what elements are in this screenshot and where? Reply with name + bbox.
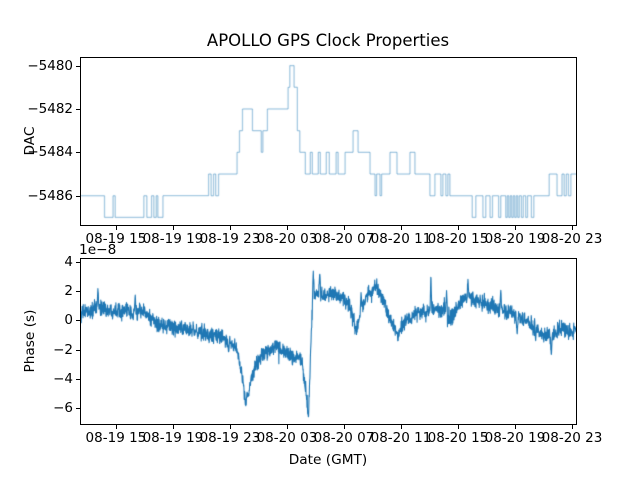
y-tick-label: 2 [64, 283, 73, 300]
x-tick-label: 08-20 15 [427, 430, 489, 446]
x-tick-label: 08-20 11 [370, 231, 432, 247]
y-tick-mark [76, 408, 80, 410]
x-tick-mark [343, 226, 345, 230]
x-tick-mark [115, 425, 117, 429]
x-tick-mark [286, 425, 288, 429]
x-tick-mark [343, 425, 345, 429]
x-tick-label: 08-19 23 [199, 430, 261, 446]
x-tick-mark [400, 425, 402, 429]
x-tick-mark [229, 226, 231, 230]
x-tick-label: 08-19 19 [142, 430, 204, 446]
x-tick-label: 08-20 07 [313, 231, 375, 247]
x-tick-mark [514, 425, 516, 429]
x-tick-mark [457, 425, 459, 429]
y-tick-label: −5486 [27, 187, 73, 204]
phase-axes [80, 258, 577, 425]
y-tick-label: −5480 [27, 57, 73, 74]
y-tick-label: −5484 [27, 144, 73, 161]
dac-axes [80, 57, 577, 226]
y-tick-mark [76, 320, 80, 322]
x-tick-label: 08-19 19 [142, 231, 204, 247]
phase-offset-text: 1e−8 [79, 242, 117, 258]
chart-title: APOLLO GPS Clock Properties [206, 31, 450, 50]
x-tick-label: 08-20 23 [541, 231, 603, 247]
y-tick-label: −2 [53, 341, 73, 358]
x-tick-mark [514, 226, 516, 230]
x-tick-label: 08-20 03 [256, 430, 318, 446]
y-tick-label: −4 [53, 370, 73, 387]
x-tick-mark [457, 226, 459, 230]
x-tick-label: 08-20 19 [484, 430, 546, 446]
x-tick-mark [229, 425, 231, 429]
y-tick-mark [76, 261, 80, 263]
dac-plot-canvas [81, 58, 576, 225]
x-tick-label: 08-19 23 [199, 231, 261, 247]
x-tick-label: 08-19 15 [85, 231, 147, 247]
y-tick-mark [76, 291, 80, 293]
x-tick-mark [172, 425, 174, 429]
x-tick-mark [572, 425, 573, 429]
y-tick-label: −5482 [27, 100, 73, 117]
y-tick-mark [76, 195, 80, 197]
y-tick-mark [76, 65, 80, 67]
y-tick-label: 4 [64, 253, 73, 270]
x-tick-mark [400, 226, 402, 230]
y-tick-mark [76, 349, 80, 351]
x-tick-mark [572, 226, 573, 230]
x-tick-label: 08-20 15 [427, 231, 489, 247]
y-tick-mark [76, 108, 80, 110]
phase-y-axis-label: Phase (s) [22, 309, 38, 373]
x-tick-mark [286, 226, 288, 230]
y-tick-mark [76, 152, 80, 154]
x-tick-mark [115, 226, 117, 230]
x-tick-label: 08-20 03 [256, 231, 318, 247]
phase-plot-canvas [81, 259, 576, 424]
x-tick-label: 08-20 07 [313, 430, 375, 446]
x-tick-mark [172, 226, 174, 230]
y-tick-mark [76, 378, 80, 380]
x-tick-label: 08-19 15 [85, 430, 147, 446]
y-tick-label: −6 [53, 400, 73, 417]
x-tick-label: 08-20 23 [541, 430, 603, 446]
x-axis-label: Date (GMT) [288, 452, 368, 468]
x-tick-label: 08-20 11 [370, 430, 432, 446]
y-tick-label: 0 [64, 312, 73, 329]
x-tick-label: 08-20 19 [484, 231, 546, 247]
